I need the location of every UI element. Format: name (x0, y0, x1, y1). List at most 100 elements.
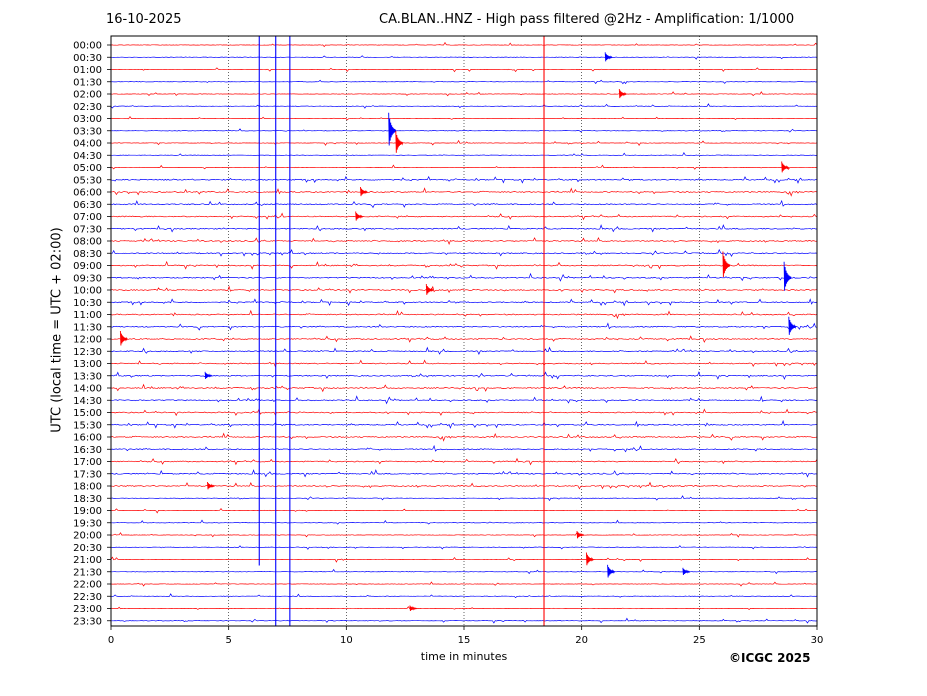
trace-row (110, 285, 818, 294)
y-tick-label: 14:00 (73, 384, 102, 395)
x-tick-labels: 0 5 10 15 20 25 30 (108, 626, 824, 646)
x-tick-label: 20 (575, 635, 588, 646)
copyright-credit: ©ICGC 2025 (729, 651, 811, 665)
y-tick-label: 22:00 (73, 580, 102, 591)
y-tick-label: 09:00 (73, 261, 102, 272)
trace-row (110, 322, 818, 331)
trace-row (110, 248, 818, 257)
y-tick-label: 08:00 (73, 237, 102, 248)
event-bursts (119, 52, 797, 612)
x-axis-label: time in minutes (420, 650, 508, 663)
trace-row (110, 237, 818, 245)
trace-row (110, 469, 818, 478)
vertical-artifact-lines (258, 36, 545, 626)
y-tick-label: 08:30 (73, 249, 102, 260)
trace-row (110, 606, 818, 610)
trace-row (110, 432, 818, 442)
event-burst (425, 283, 434, 295)
trace-row (110, 481, 818, 490)
plot-frame (110, 35, 818, 627)
y-tick-label: 20:00 (73, 531, 102, 542)
event-burst (204, 371, 213, 380)
y-tick-label: 02:00 (73, 90, 102, 101)
y-tick-label: 06:30 (73, 200, 102, 211)
y-tick-label: 05:00 (73, 163, 102, 174)
y-tick-label: 20:30 (73, 543, 102, 554)
y-tick-label: 16:30 (73, 445, 102, 456)
trace-row (110, 128, 818, 133)
x-tick-label: 0 (108, 635, 114, 646)
y-tick-label: 17:30 (73, 469, 102, 480)
x-tick-label: 10 (340, 635, 353, 646)
y-tick-label: 19:30 (73, 518, 102, 529)
x-tick-label: 30 (811, 635, 824, 646)
event-burst (409, 605, 418, 612)
y-tick-label: 04:00 (73, 139, 102, 150)
trace-row (110, 272, 818, 282)
y-tick-label: 13:30 (73, 371, 102, 382)
y-tick-label: 23:30 (73, 616, 102, 627)
trace-row (110, 593, 818, 599)
trace-row (110, 532, 818, 538)
trace-row (110, 175, 818, 184)
y-tick-label: 13:00 (73, 359, 102, 370)
y-tick-label: 19:00 (73, 506, 102, 517)
y-tick-label: 21:00 (73, 555, 102, 566)
trace-row (111, 508, 817, 514)
trace-row (110, 115, 818, 121)
date-label: 16-10-2025 (106, 12, 182, 27)
trace-row (110, 224, 817, 233)
event-burst (722, 251, 731, 278)
trace-row (111, 568, 818, 575)
y-tick-label: 09:30 (73, 273, 102, 284)
chart-title: CA.BLAN..HNZ - High pass filtered @2Hz -… (379, 12, 795, 27)
trace-row (110, 495, 818, 502)
event-burst (783, 261, 792, 291)
y-tick-label: 03:00 (73, 114, 102, 125)
trace-row (111, 395, 818, 405)
trace-row (110, 545, 818, 550)
event-burst (576, 530, 585, 539)
y-tick-label: 15:30 (73, 420, 102, 431)
trace-row (110, 41, 818, 48)
y-tick-label: 14:30 (73, 396, 102, 407)
trace-row (110, 79, 818, 85)
x-tick-label: 5 (225, 635, 231, 646)
y-tick-label: 02:30 (73, 102, 102, 113)
y-tick-label: 12:30 (73, 347, 102, 358)
trace-row (110, 199, 818, 209)
trace-row (111, 519, 818, 525)
y-tick-label: 18:30 (73, 494, 102, 505)
trace-row (110, 139, 818, 146)
y-tick-label: 12:00 (73, 335, 102, 346)
y-tick-label: 10:30 (73, 298, 102, 309)
trace-row (110, 260, 818, 270)
trace-row (110, 457, 818, 466)
y-tick-label: 23:00 (73, 604, 102, 615)
trace-row (110, 164, 818, 170)
y-tick-label: 04:30 (73, 151, 102, 162)
trace-row (110, 103, 818, 109)
trace-row (110, 419, 818, 429)
y-tick-label: 11:30 (73, 322, 102, 333)
trace-row (110, 581, 818, 587)
y-tick-label: 10:00 (73, 286, 102, 297)
event-burst (618, 88, 627, 99)
event-burst (388, 112, 397, 146)
event-burst (119, 330, 128, 346)
trace-row (110, 335, 818, 343)
trace-rows (110, 41, 818, 624)
y-tick-label: 00:00 (73, 41, 102, 52)
y-tick-label: 18:00 (73, 482, 102, 493)
y-tick-label: 00:30 (73, 53, 102, 64)
y-tick-label: 06:00 (73, 188, 102, 199)
event-burst (360, 186, 368, 197)
y-tick-label: 16:00 (73, 433, 102, 444)
y-tick-label: 15:00 (73, 408, 102, 419)
trace-row (111, 359, 818, 368)
y-tick-label: 01:30 (73, 77, 102, 88)
event-burst (604, 52, 613, 62)
y-tick-label: 03:30 (73, 126, 102, 137)
